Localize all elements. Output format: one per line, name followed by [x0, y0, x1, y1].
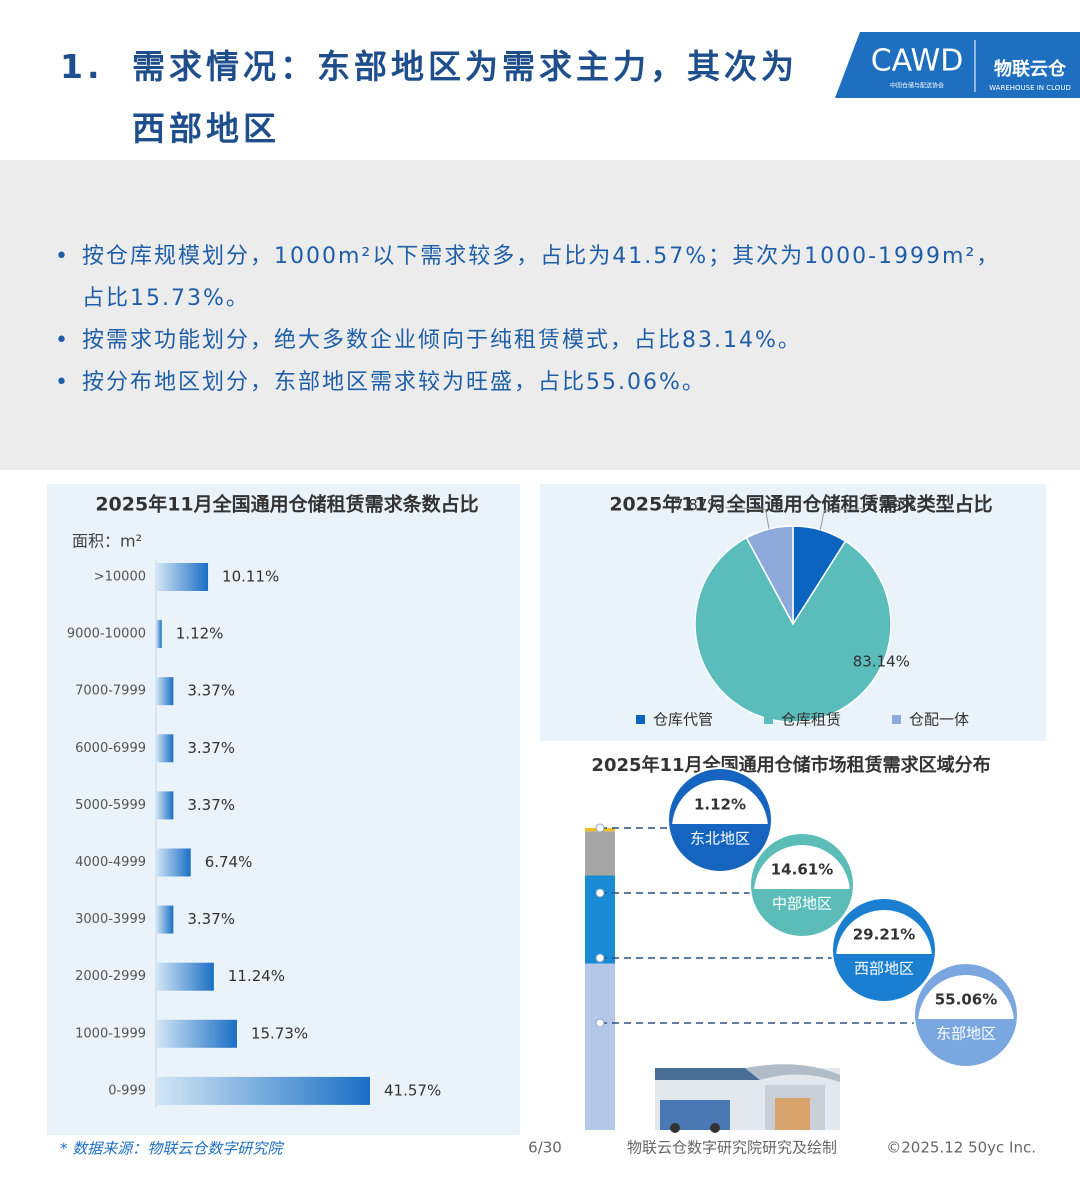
header: 1. 需求情况：东部地区为需求主力，其次为西部地区: [60, 36, 820, 160]
value-label: 6.74%: [205, 853, 253, 871]
header-title: 需求情况：东部地区为需求主力，其次为西部地区: [132, 47, 798, 148]
y-tick-label: 3000-3999: [75, 912, 146, 927]
stack-segment: [585, 963, 615, 1130]
pie-slice: [694, 536, 892, 723]
value-label: 8.99%: [868, 497, 916, 515]
value-label: 3.37%: [187, 682, 235, 700]
y-tick-label: 0-999: [108, 1083, 146, 1098]
value-label: 29.21%: [853, 926, 915, 944]
value-label: 1.12%: [694, 796, 746, 814]
credit: 物联云仓数字研究院研究及绘制: [627, 1139, 837, 1157]
connector-dot: [595, 823, 605, 833]
leader-line: [725, 506, 770, 530]
value-label: 83.14%: [853, 652, 910, 670]
bar: [156, 563, 209, 591]
bubble-top: [672, 779, 768, 824]
bar: [156, 848, 191, 877]
bar: [156, 791, 174, 820]
value-label: 14.61%: [771, 861, 833, 879]
chart-title: 2025年11月全国通用仓储租赁需求类型占比: [609, 493, 992, 516]
value-label: 10.11%: [222, 568, 279, 586]
logo-brand: CAWD: [871, 44, 964, 79]
y-tick-label: 7000-7999: [75, 684, 146, 699]
region-label: 西部地区: [854, 960, 914, 978]
chart-title: 2025年11月全国通用仓储租赁需求条数占比: [95, 493, 478, 516]
stack-segment: [585, 831, 615, 876]
legend-label: 仓库租赁: [781, 711, 841, 729]
bullet: 按需求功能划分，绝大多数企业倾向于纯租赁模式，占比83.14%。: [55, 320, 1015, 362]
y-tick-label: 2000-2999: [75, 969, 146, 984]
copyright: ©2025.12 50yc Inc.: [886, 1139, 1036, 1157]
logo-sub: 中国仓储与配送协会: [890, 82, 944, 90]
y-tick-label: 5000-5999: [75, 798, 146, 813]
connector-dot: [595, 1018, 605, 1028]
bar-panel: [47, 484, 520, 1135]
warehouse-illustration: [655, 1064, 840, 1133]
header-number: 1.: [60, 47, 104, 86]
source: * 数据来源：物联云仓数字研究院: [60, 1140, 284, 1158]
y-tick-label: 9000-10000: [67, 627, 146, 642]
value-label: 3.37%: [187, 796, 235, 814]
leader-line: [819, 507, 865, 530]
bullets: 按仓库规模划分，1000m²以下需求较多，占比为41.57%；其次为1000-1…: [55, 236, 1015, 404]
legend-swatch: [892, 715, 901, 724]
y-tick-label: >10000: [94, 570, 146, 585]
y-tick-label: 6000-6999: [75, 741, 146, 756]
bar: [156, 962, 214, 991]
bar: [156, 1019, 237, 1048]
region-label: 东部地区: [936, 1025, 996, 1043]
value-label: 3.37%: [187, 910, 235, 928]
page-number: 6/30: [528, 1139, 562, 1157]
bubble-top: [918, 974, 1014, 1019]
logo-bg: [835, 32, 1080, 98]
legend-label: 仓配一体: [909, 711, 969, 729]
region-label: 东北地区: [690, 830, 750, 848]
y-tick-label: 1000-1999: [75, 1026, 146, 1041]
bar: [156, 620, 162, 649]
value-label: 7.87%: [674, 496, 722, 514]
legend-swatch: [764, 715, 773, 724]
value-label: 55.06%: [935, 991, 997, 1009]
bullet: 按仓库规模划分，1000m²以下需求较多，占比为41.57%；其次为1000-1…: [55, 236, 1015, 320]
legend-label: 仓库代管: [653, 711, 713, 729]
value-label: 1.12%: [176, 625, 224, 643]
value-label: 11.24%: [228, 967, 285, 985]
y-tick-label: 4000-4999: [75, 855, 146, 870]
value-label: 41.57%: [384, 1081, 441, 1099]
chart-title: 2025年11月全国通用仓储市场租赁需求区域分布: [591, 754, 990, 776]
bubble-top: [836, 909, 932, 954]
bar: [156, 734, 174, 763]
axis-label: 面积：m²: [72, 532, 142, 551]
region-label: 中部地区: [772, 895, 832, 913]
bubble-top: [754, 844, 850, 889]
bullet: 按分布地区划分，东部地区需求较为旺盛，占比55.06%。: [55, 362, 1015, 404]
bar: [156, 905, 174, 934]
connector-dot: [595, 888, 605, 898]
logo-tagline: WAREHOUSE IN CLOUD: [989, 84, 1071, 92]
connector-dot: [595, 953, 605, 963]
value-label: 3.37%: [187, 739, 235, 757]
legend-swatch: [636, 715, 645, 724]
bar: [156, 1076, 370, 1105]
bar: [156, 677, 174, 706]
logo-name: 物联云仓: [994, 58, 1067, 80]
value-label: 15.73%: [251, 1024, 308, 1042]
